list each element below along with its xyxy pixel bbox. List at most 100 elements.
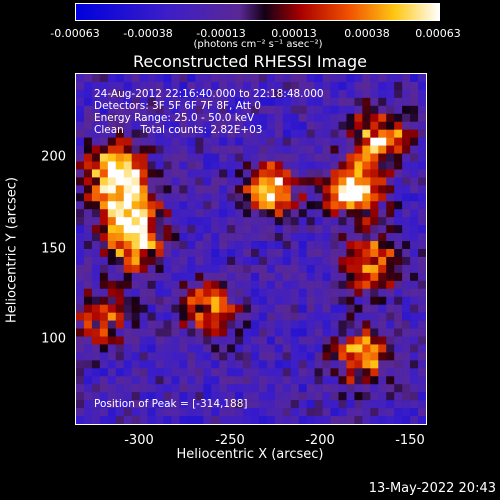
heatmap-cell (282, 296, 292, 305)
heatmap-cell (370, 312, 379, 321)
heatmap-cell (139, 201, 148, 210)
heatmap-cell (274, 376, 284, 385)
heatmap-cell (107, 185, 117, 194)
x-tick-label: -200 (305, 433, 335, 448)
heatmap-cell (139, 161, 148, 170)
heatmap-cell (139, 233, 148, 242)
heatmap-cell (362, 288, 371, 298)
heatmap-cell (219, 81, 228, 91)
heatmap-cell (362, 296, 371, 305)
heatmap-cell (346, 161, 355, 170)
heatmap-cell (338, 328, 347, 337)
heatmap-cell (338, 177, 347, 186)
heatmap-cell (410, 129, 419, 138)
heatmap-cell (219, 408, 228, 417)
heatmap-cell (378, 105, 387, 115)
heatmap-cell (147, 105, 156, 115)
heatmap-cell (187, 74, 196, 83)
heatmap-cell (370, 161, 379, 170)
heatmap-cell (115, 320, 125, 329)
heatmap-cell (219, 225, 228, 234)
heatmap-cell (290, 384, 300, 393)
heatmap-cell (91, 384, 101, 393)
heatmap-cell (203, 416, 212, 424)
heatmap-cell (179, 74, 188, 83)
heatmap-cell (243, 256, 252, 266)
heatmap-cell (91, 320, 101, 329)
heatmap-cell (235, 304, 244, 313)
heatmap-cell (203, 137, 212, 146)
heatmap-cell (107, 217, 117, 226)
heatmap-cell (211, 153, 220, 162)
heatmap-cell (91, 89, 101, 99)
heatmap-cell (418, 376, 426, 385)
heatmap-cell (386, 74, 395, 83)
heatmap-cell (115, 169, 125, 178)
heatmap-cell (418, 74, 426, 83)
heatmap-cell (322, 288, 331, 298)
heatmap-cell (418, 296, 426, 305)
heatmap-cell (155, 241, 164, 250)
heatmap-cell (131, 392, 140, 401)
heatmap-cell (179, 384, 188, 393)
heatmap-cell (418, 177, 426, 186)
heatmap-cell (258, 416, 268, 424)
heatmap-cell (282, 328, 292, 337)
heatmap-cell (91, 161, 101, 170)
heatmap-cell (187, 368, 196, 377)
heatmap-cell (195, 360, 204, 369)
heatmap-cell (227, 296, 236, 305)
heatmap-cell (330, 280, 339, 290)
heatmap-cell (378, 360, 387, 369)
heatmap-cell (282, 392, 292, 401)
heatmap-cell (338, 416, 347, 424)
heatmap-cell (187, 280, 196, 290)
heatmap-cell (330, 312, 339, 321)
heatmap-cell (131, 408, 140, 417)
heatmap-cell (91, 209, 101, 218)
heatmap-cell (338, 336, 347, 345)
heatmap-cell (298, 264, 307, 274)
heatmap-cell (76, 288, 85, 298)
heatmap-cell (378, 217, 387, 226)
heatmap-cell (338, 89, 347, 99)
heatmap-cell (235, 241, 244, 250)
heatmap-cell (123, 384, 132, 393)
heatmap-cell (83, 408, 93, 417)
heatmap-cell (394, 336, 403, 345)
heatmap-cell (211, 416, 220, 424)
heatmap-cell (290, 225, 300, 234)
heatmap-cell (370, 296, 379, 305)
heatmap-cell (378, 137, 387, 146)
heatmap-cell (123, 408, 132, 417)
heatmap-cell (370, 328, 379, 337)
heatmap-cell (131, 225, 140, 234)
y-axis-label: Heliocentric Y (arcsec) (4, 177, 20, 323)
heatmap-cell (227, 241, 236, 250)
heatmap-cell (99, 74, 109, 83)
heatmap-cell (306, 264, 315, 274)
heatmap-cell (314, 249, 323, 258)
heatmap-cell (187, 161, 196, 170)
heatmap-cell (83, 344, 93, 353)
heatmap-cell (83, 312, 93, 321)
heatmap-cell (378, 249, 387, 258)
heatmap-cell (219, 272, 228, 282)
heatmap-cell (322, 368, 331, 377)
heatmap-cell (115, 97, 125, 107)
heatmap-cell (251, 89, 260, 99)
heatmap-cell (203, 288, 212, 298)
heatmap-cell (354, 153, 363, 162)
heatmap-cell (219, 105, 228, 115)
heatmap-cell (155, 145, 164, 154)
heatmap-cell (227, 233, 236, 242)
heatmap-cell (402, 225, 411, 234)
heatmap-cell (418, 217, 426, 226)
heatmap-cell (330, 304, 339, 313)
heatmap-cell (386, 153, 395, 162)
heatmap-cell (235, 185, 244, 194)
heatmap-cell (378, 256, 387, 266)
heatmap-cell (211, 121, 220, 130)
heatmap-cell (91, 121, 101, 130)
heatmap-cell (171, 304, 180, 313)
